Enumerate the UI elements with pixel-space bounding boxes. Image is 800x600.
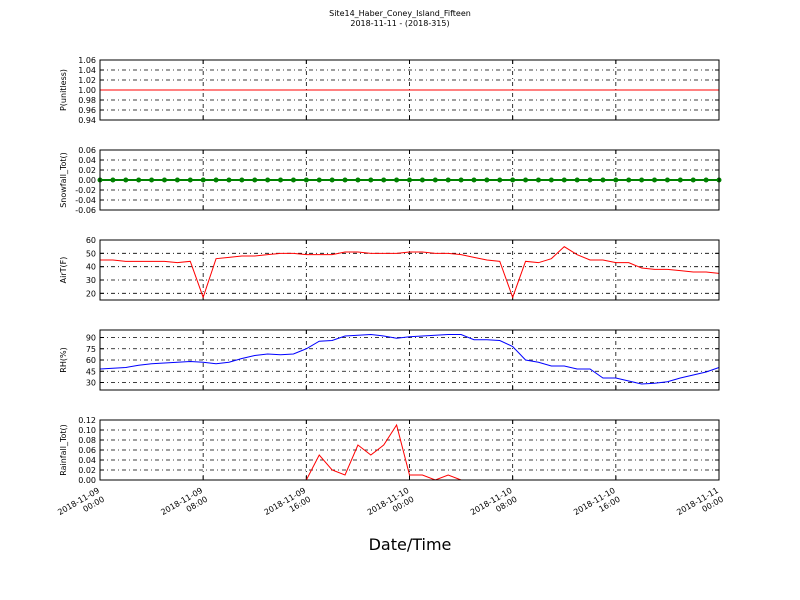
series-marker [445,177,451,183]
y-tick-label: 1.04 [78,66,96,75]
series-marker [613,177,619,183]
y-axis-label: RH(%) [59,347,68,372]
series-marker [497,177,503,183]
y-tick-label: 0.08 [78,436,96,445]
y-tick-label: -0.06 [75,206,96,215]
y-tick-label: 0.04 [78,456,96,465]
plot-frame [99,149,720,211]
series-marker [381,177,387,183]
y-tick-label: 30 [86,276,96,285]
y-tick-label: 45 [86,367,96,376]
y-tick-label: 0.00 [78,476,96,485]
y-tick-label: 40 [86,263,96,272]
series-marker [600,177,606,183]
y-axis-label: Rainfall_Tot() [59,424,68,476]
y-axis-label: AirT(F) [59,257,68,284]
chart-title: Site14_Haber_Coney_Island_Fifteen [329,9,471,18]
y-tick-label: 0.94 [78,116,96,125]
y-tick-label: 0.12 [78,416,96,425]
series-line [100,246,720,299]
series-marker [278,177,284,183]
series-marker [432,177,438,183]
series-marker [548,177,554,183]
series-marker [161,177,167,183]
y-tick-label: 20 [86,289,96,298]
series-marker [510,177,516,183]
y-tick-label: 0.02 [78,166,96,175]
series-marker [652,177,658,183]
series-marker [329,177,335,183]
y-tick-label: 30 [86,379,96,388]
series-marker [136,177,142,183]
y-tick-label: 90 [86,334,96,343]
series-marker [368,177,374,183]
y-axis-label: P(unitless) [59,69,68,111]
x-axis-label: Date/Time [369,535,452,554]
series-marker [703,177,709,183]
series-marker [394,177,400,183]
plot-frame [99,329,720,391]
series-marker [587,177,593,183]
y-tick-label: 0.10 [78,426,96,435]
series-marker [110,177,116,183]
series-marker [316,177,322,183]
series-line [99,333,720,385]
series-marker [419,177,425,183]
series-marker [303,177,309,183]
plot-frame [99,239,720,301]
y-tick-label: -0.02 [75,186,96,195]
series-marker [471,177,477,183]
series-marker [213,177,219,183]
y-tick-label: 1.02 [78,76,96,85]
y-tick-label: 0.02 [78,466,96,475]
series-marker [226,177,232,183]
y-tick-label: 0.06 [78,446,96,455]
series-marker [626,177,632,183]
series-marker [574,177,580,183]
plot-frame [99,59,720,121]
y-tick-label: 0.96 [78,106,96,115]
y-tick-label: 60 [86,356,96,365]
series-marker [690,177,696,183]
series-marker [342,177,348,183]
y-tick-label: 0.00 [78,176,96,185]
y-tick-label: 0.98 [78,96,96,105]
series-marker [677,177,683,183]
y-axis-label: Snowfall_Tot() [59,152,68,208]
series-marker [407,177,412,183]
y-tick-label: 60 [86,236,96,245]
series-marker [200,177,206,183]
y-tick-label: 75 [86,345,96,354]
series-marker [639,177,645,183]
y-tick-label: 50 [86,249,96,258]
chart-subtitle: 2018-11-11 - (2018-315) [350,19,449,28]
series-marker [535,177,541,183]
series-marker [355,177,361,183]
y-tick-label: 0.04 [78,156,96,165]
series-marker [265,177,271,183]
series-marker [252,177,258,183]
series-marker [123,177,129,183]
series-marker [239,177,245,183]
series-marker [523,177,529,183]
series-marker [149,177,155,183]
series-marker [174,177,180,183]
series-marker [458,177,464,183]
y-tick-label: 1.00 [78,86,96,95]
series-marker [664,177,670,183]
y-tick-label: 0.06 [78,146,96,155]
series-marker [484,177,490,183]
y-tick-label: -0.04 [75,196,96,205]
series-marker [290,177,296,183]
series-marker [187,177,193,183]
y-tick-label: 1.06 [78,56,96,65]
plot-frame [99,419,720,481]
series-marker [561,177,567,183]
